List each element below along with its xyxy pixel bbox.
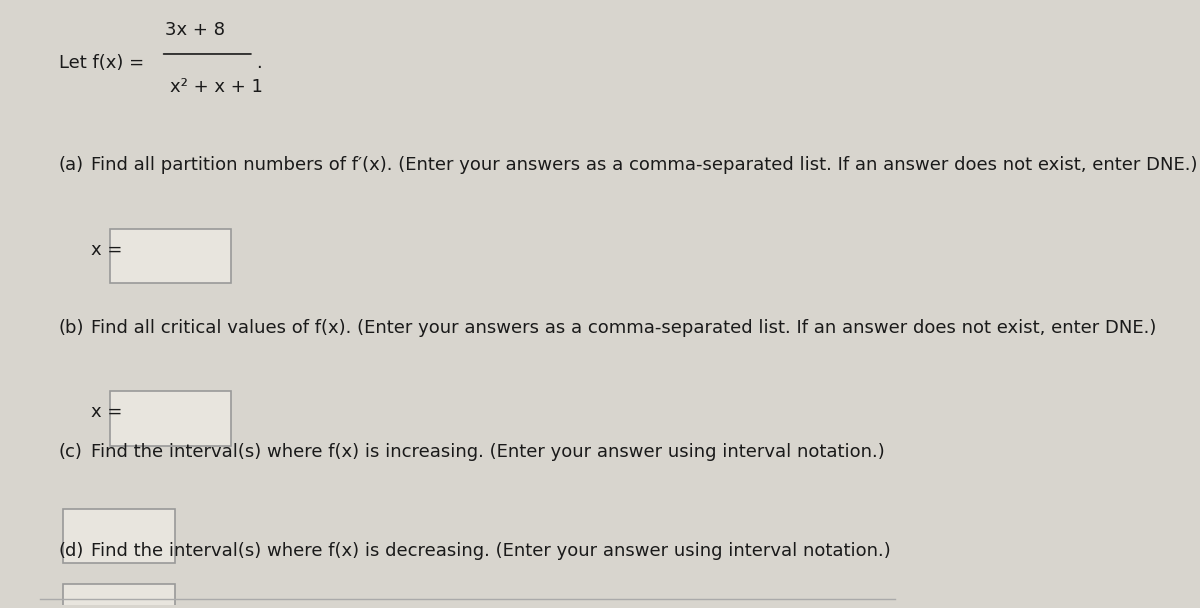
Text: Let f(x) =: Let f(x) = bbox=[59, 54, 150, 72]
Text: (d): (d) bbox=[59, 542, 84, 560]
Text: (b): (b) bbox=[59, 319, 84, 337]
Text: (a): (a) bbox=[59, 156, 84, 174]
FancyBboxPatch shape bbox=[109, 229, 230, 283]
Text: Find all partition numbers of f′(x). (Enter your answers as a comma-separated li: Find all partition numbers of f′(x). (En… bbox=[91, 156, 1198, 174]
Text: Find the interval(s) where f(x) is decreasing. (Enter your answer using interval: Find the interval(s) where f(x) is decre… bbox=[91, 542, 890, 560]
Text: x =: x = bbox=[91, 241, 122, 259]
Text: 3x + 8: 3x + 8 bbox=[166, 21, 226, 39]
FancyBboxPatch shape bbox=[64, 584, 175, 608]
Text: x =: x = bbox=[91, 404, 122, 421]
Text: Find all critical values of f(x). (Enter your answers as a comma-separated list.: Find all critical values of f(x). (Enter… bbox=[91, 319, 1157, 337]
Text: x² + x + 1: x² + x + 1 bbox=[170, 78, 263, 96]
Text: Find the interval(s) where f(x) is increasing. (Enter your answer using interval: Find the interval(s) where f(x) is incre… bbox=[91, 443, 884, 461]
FancyBboxPatch shape bbox=[109, 392, 230, 446]
Text: .: . bbox=[257, 54, 263, 72]
Text: (c): (c) bbox=[59, 443, 83, 461]
FancyBboxPatch shape bbox=[64, 509, 175, 563]
